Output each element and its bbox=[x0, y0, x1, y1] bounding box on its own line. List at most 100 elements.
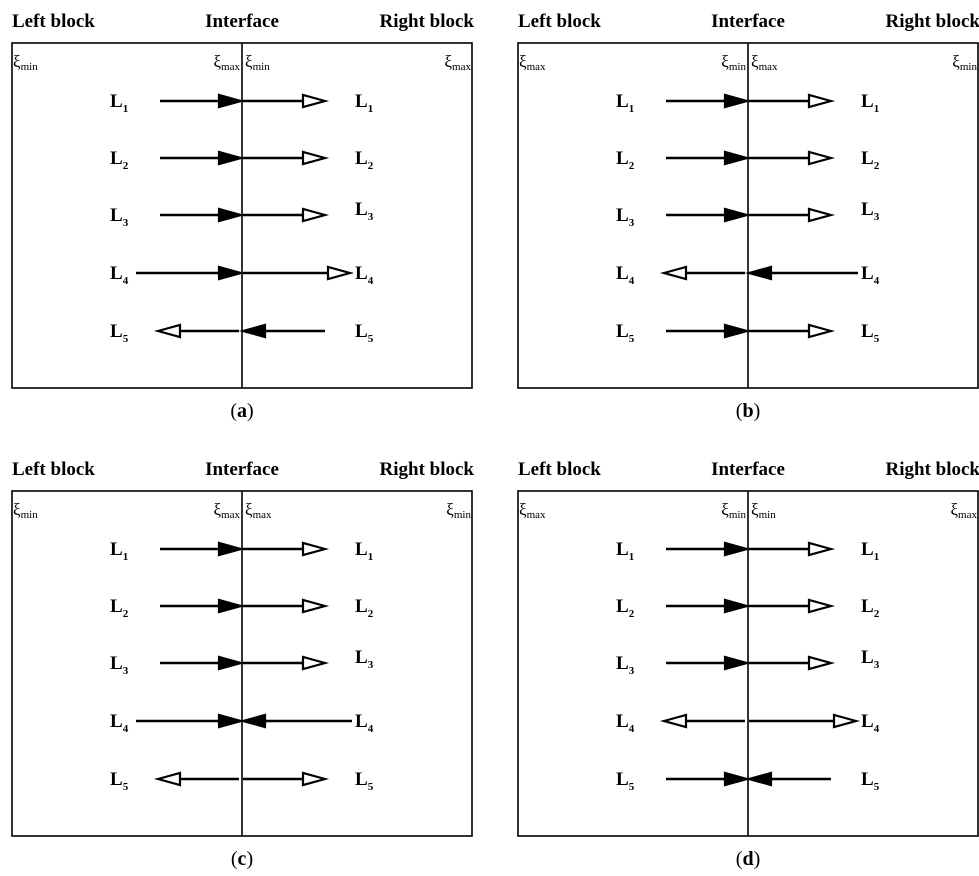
left-line-label: L3 bbox=[110, 653, 129, 677]
line-index: 1 bbox=[123, 103, 129, 115]
line-letter: L bbox=[355, 769, 368, 790]
left-block-header: Left block bbox=[12, 459, 95, 480]
row: L2 L2 bbox=[110, 148, 374, 172]
line-index: 5 bbox=[123, 781, 129, 793]
line-letter: L bbox=[355, 263, 368, 284]
right-arrow bbox=[243, 771, 330, 787]
panel-caption: (c) bbox=[231, 848, 253, 870]
xi-symbol: ξ bbox=[721, 500, 729, 519]
left-block-header: Left block bbox=[12, 11, 95, 32]
row: L3 L3 bbox=[110, 647, 374, 677]
right-line-label: L1 bbox=[355, 539, 373, 563]
line-index: 5 bbox=[368, 333, 374, 345]
right-line-label: L4 bbox=[861, 263, 880, 287]
left-line-label: L4 bbox=[616, 711, 635, 735]
xi-symbol: ξ bbox=[446, 500, 454, 519]
xi-left-interface: ξmin bbox=[721, 52, 746, 73]
line-letter: L bbox=[110, 91, 123, 112]
right-line-label: L1 bbox=[861, 539, 879, 563]
right-arrow bbox=[749, 150, 836, 166]
line-index: 1 bbox=[123, 551, 129, 563]
left-arrow bbox=[136, 713, 246, 729]
right-line-label: L1 bbox=[355, 91, 373, 115]
line-index: 3 bbox=[629, 665, 635, 677]
right-arrow bbox=[749, 598, 836, 614]
line-index: 5 bbox=[874, 333, 880, 345]
line-letter: L bbox=[861, 199, 874, 220]
xi-right-interface: ξmax bbox=[751, 52, 778, 73]
line-letter: L bbox=[355, 321, 368, 342]
xi-subscript: max bbox=[527, 509, 546, 521]
line-letter: L bbox=[616, 596, 629, 617]
line-letter: L bbox=[616, 91, 629, 112]
line-letter: L bbox=[861, 148, 874, 169]
line-letter: L bbox=[616, 711, 629, 732]
xi-right-outer: ξmax bbox=[444, 52, 471, 73]
panel-caption-letter: a bbox=[237, 400, 247, 422]
left-arrow bbox=[666, 771, 752, 787]
xi-symbol: ξ bbox=[721, 52, 729, 71]
line-letter: L bbox=[861, 596, 874, 617]
left-arrow bbox=[160, 93, 246, 109]
right-arrow bbox=[243, 207, 330, 223]
line-index: 2 bbox=[123, 160, 129, 172]
line-index: 5 bbox=[123, 333, 129, 345]
line-letter: L bbox=[616, 205, 629, 226]
line-letter: L bbox=[861, 91, 874, 112]
line-index: 2 bbox=[123, 608, 129, 620]
xi-subscript: min bbox=[21, 509, 39, 521]
line-index: 2 bbox=[368, 608, 374, 620]
left-line-label: L1 bbox=[616, 539, 634, 563]
line-letter: L bbox=[355, 596, 368, 617]
right-line-label: L4 bbox=[861, 711, 880, 735]
row: L2 L2 bbox=[616, 148, 880, 172]
row: L1 L1 bbox=[110, 539, 373, 563]
left-arrow bbox=[666, 207, 752, 223]
right-arrow bbox=[238, 323, 325, 339]
right-line-label: L5 bbox=[355, 321, 374, 345]
left-line-label: L5 bbox=[110, 769, 129, 793]
right-block-header: Right block bbox=[886, 11, 979, 32]
right-line-label: L3 bbox=[355, 647, 374, 671]
left-arrow bbox=[659, 265, 745, 281]
line-letter: L bbox=[616, 321, 629, 342]
line-index: 1 bbox=[368, 551, 374, 563]
xi-symbol: ξ bbox=[952, 52, 960, 71]
line-letter: L bbox=[110, 148, 123, 169]
right-block-header: Right block bbox=[886, 459, 979, 480]
line-index: 2 bbox=[874, 160, 880, 172]
left-block-header: Left block bbox=[518, 11, 601, 32]
right-line-label: L5 bbox=[355, 769, 374, 793]
row: L5 L5 bbox=[616, 321, 880, 345]
interface-header: Interface bbox=[711, 459, 785, 480]
xi-symbol: ξ bbox=[519, 52, 527, 71]
left-line-label: L4 bbox=[110, 263, 129, 287]
line-index: 3 bbox=[123, 665, 129, 677]
xi-symbol: ξ bbox=[245, 500, 253, 519]
panel-caption: (b) bbox=[736, 400, 760, 422]
row: L4 L4 bbox=[110, 263, 374, 287]
left-line-label: L5 bbox=[616, 769, 635, 793]
xi-left-outer: ξmin bbox=[13, 52, 38, 73]
xi-subscript: max bbox=[527, 61, 546, 73]
line-letter: L bbox=[861, 539, 874, 560]
line-index: 1 bbox=[368, 103, 374, 115]
xi-left-outer: ξmax bbox=[519, 52, 546, 73]
xi-symbol: ξ bbox=[213, 52, 221, 71]
right-line-label: L2 bbox=[355, 148, 374, 172]
line-letter: L bbox=[616, 148, 629, 169]
xi-subscript: max bbox=[221, 509, 240, 521]
xi-subscript: min bbox=[729, 509, 747, 521]
right-arrow bbox=[243, 598, 330, 614]
left-line-label: L2 bbox=[110, 148, 129, 172]
left-arrow bbox=[153, 771, 239, 787]
left-arrow bbox=[666, 150, 752, 166]
line-index: 5 bbox=[629, 781, 635, 793]
xi-symbol: ξ bbox=[950, 500, 958, 519]
right-line-label: L3 bbox=[861, 647, 880, 671]
